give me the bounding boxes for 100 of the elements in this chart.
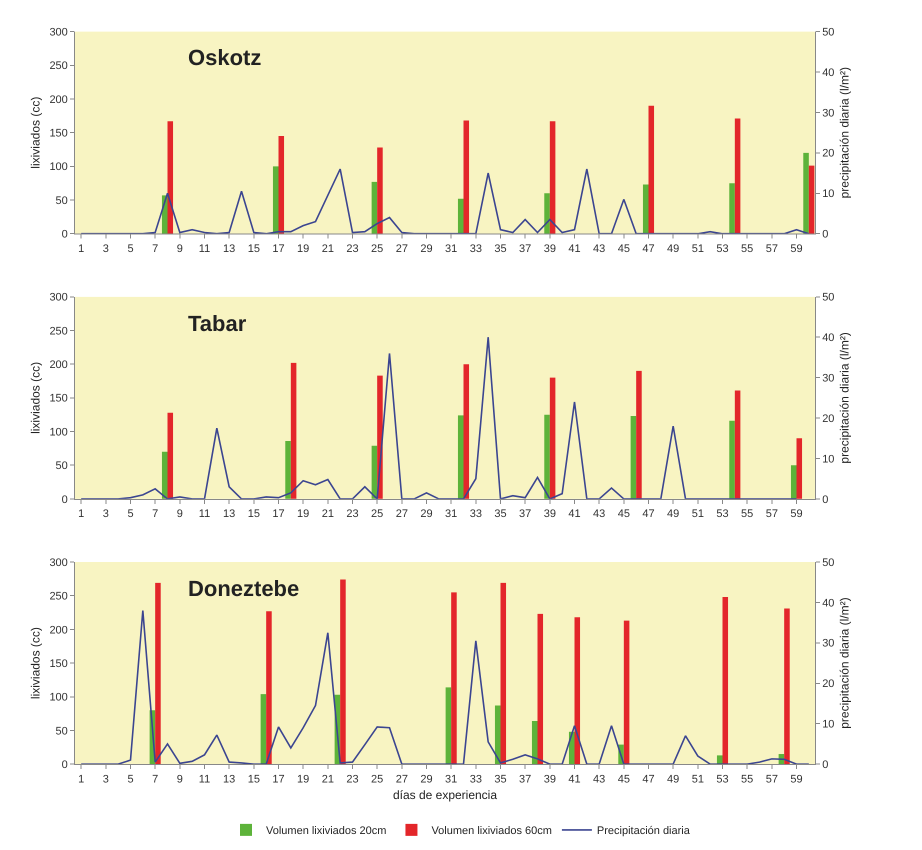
x-tick-label: 39 [544,773,556,786]
bar [729,183,735,234]
y2-tick-label: 0 [822,758,828,771]
bar [550,378,556,499]
y-tick-label: 300 [49,26,68,38]
bar [648,106,654,234]
x-tick-label: 51 [692,773,704,786]
line-series [80,336,798,499]
x-tick-label: 49 [667,773,680,786]
bar [790,465,796,499]
x-tick-label: 3 [102,508,109,520]
x-tick-label: 25 [371,242,384,255]
x-tick-label: 29 [420,508,433,520]
line-series [80,610,810,764]
x-tick-label: 17 [272,773,285,786]
x-tick-label: 17 [272,242,285,255]
y2-axis-title: precipitación diaria (l/m²) [837,597,852,729]
x-tick-label: 57 [766,508,778,520]
x-tick-label: 25 [371,773,384,786]
bar [266,611,272,764]
x-tick-label: 23 [346,508,359,520]
y-tick-label: 250 [49,590,68,603]
bar [803,152,809,234]
x-tick-label: 29 [420,773,433,786]
y-tick-label: 150 [49,658,68,670]
x-tick-label: 57 [766,242,778,255]
bar [532,721,538,764]
bar [538,614,544,764]
bar [636,370,642,499]
x-tick-label: 31 [445,242,458,255]
x-tick-label: 13 [223,773,236,786]
bar [458,415,464,499]
x-axis-title: días de experiencia [392,788,498,802]
x-tick-label: 5 [127,508,134,520]
y2-axis-title: precipitación diaria (l/m²) [837,332,852,464]
y-tick-label: 250 [49,325,68,338]
x-tick-label: 21 [322,773,334,786]
y2-tick-label: 0 [822,494,828,506]
text: Doneztebe [188,576,300,601]
x-tick-label: 43 [593,508,606,520]
y2-tick-label: 50 [822,26,834,38]
y2-tick-label: 10 [822,188,834,200]
x-tick-label: 11 [198,242,210,255]
text: Tabar [188,311,247,336]
x-tick-label: 49 [667,242,680,255]
bar [500,582,506,764]
x-tick-label: 47 [642,773,655,786]
y2-tick-label: 40 [822,597,834,610]
x-tick-label: 59 [790,242,803,255]
x-tick-label: 11 [198,773,210,786]
x-tick-label: 45 [618,508,630,520]
x-tick-label: 47 [642,242,655,255]
x-tick-label: 51 [692,508,704,520]
bar [464,120,470,234]
x-tick-label: 49 [667,508,680,520]
bar [624,620,630,764]
bar [630,416,636,499]
bar [734,390,740,499]
x-tick-label: 45 [618,773,630,786]
y-tick-label: 100 [49,426,68,438]
y-tick-label: 200 [49,359,68,372]
x-tick-label: 15 [248,508,260,520]
x-tick-label: 41 [568,508,581,520]
y-axis-title: lixiviados (cc) [28,96,43,169]
y-tick-label: 150 [49,392,68,405]
bar [372,446,378,499]
bar [464,364,470,499]
x-tick-label: 19 [297,242,310,255]
y2-tick-label: 40 [822,66,834,79]
y-tick-label: 300 [49,556,68,569]
y-tick-label: 200 [49,624,68,636]
legend-label: Volumen lixiviados 60cm [431,825,552,838]
y-tick-label: 100 [49,161,68,174]
bar [716,755,722,764]
x-tick-label: 9 [176,773,183,786]
x-tick-label: 53 [716,508,729,520]
x-tick-label: 55 [741,773,754,786]
x-tick-label: 7 [152,508,158,520]
x-tick-label: 15 [248,242,260,255]
x-tick-label: 19 [297,508,310,520]
x-tick-label: 59 [790,773,803,786]
bar [451,592,457,764]
x-tick-label: 19 [297,773,310,786]
y2-tick-label: 10 [822,718,834,731]
bar [340,580,346,764]
x-tick-label: 13 [223,242,236,255]
text: Oskotz [188,45,262,70]
x-tick-label: 33 [470,773,482,786]
y-tick-label: 300 [49,292,68,304]
bar [372,182,378,234]
y2-tick-label: 20 [822,148,834,160]
x-tick-label: 5 [127,773,134,786]
x-tick-label: 35 [494,773,507,786]
y-tick-label: 0 [62,758,68,771]
x-tick-label: 5 [127,242,134,255]
x-tick-label: 27 [396,508,408,520]
x-tick-label: 17 [272,508,285,520]
bar [260,694,266,764]
legend-label: Precipitación diaria [596,825,691,838]
bar [796,438,802,499]
